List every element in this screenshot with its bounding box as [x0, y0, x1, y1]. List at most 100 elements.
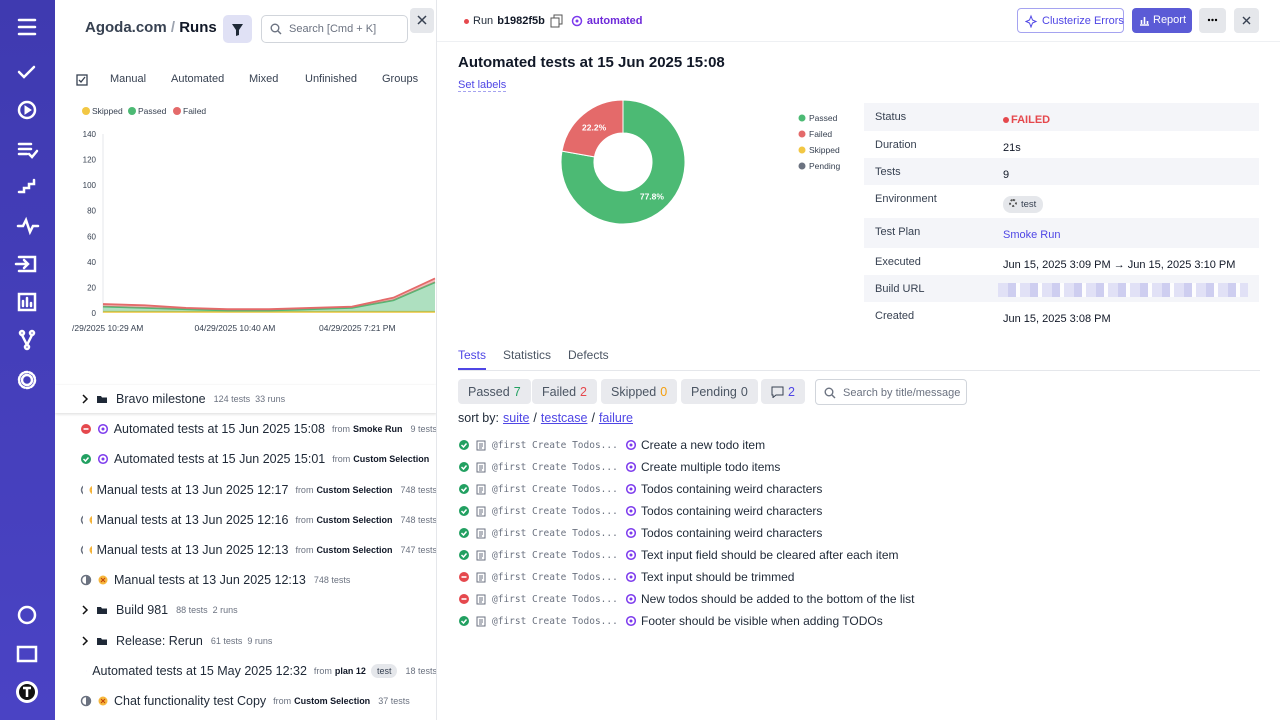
test-row[interactable]: @first Create Todos...Create multiple to…	[458, 457, 780, 477]
sidebar-icons	[0, 0, 55, 720]
test-row[interactable]: @first Create Todos... Todos containing w…	[458, 523, 822, 543]
run-type-tab[interactable]: Automated	[171, 73, 224, 85]
icon-part	[102, 458, 105, 461]
test-row[interactable]: @first Create Todos...Todos containing w…	[458, 501, 822, 521]
sort-option[interactable]: suite	[503, 411, 529, 425]
gear-icon	[1009, 199, 1017, 207]
test-row[interactable]: @first Create Todos...Create a new todo …	[458, 435, 765, 455]
icon-part	[630, 532, 633, 535]
automated-icon	[571, 15, 583, 27]
copy-icon[interactable]	[549, 14, 567, 28]
test-row[interactable]: @first Create Todos...Text input field s…	[458, 545, 898, 565]
report-button[interactable]: Report	[1132, 8, 1192, 33]
test-row[interactable]: @first Create Todos... Todos containing w…	[458, 479, 822, 499]
icon-part	[479, 576, 483, 580]
detail-row	[864, 131, 1259, 158]
test-title: Todos containing weird characters	[641, 482, 822, 496]
sort-option[interactable]: failure	[599, 411, 633, 425]
select-icon[interactable]	[75, 73, 89, 87]
test-count: 18 tests	[405, 666, 437, 676]
run-type-tab[interactable]: Groups	[382, 73, 418, 85]
y-tick-label: 0	[92, 309, 97, 318]
from-label: from	[295, 485, 313, 495]
brand[interactable]: Agoda.com	[85, 19, 167, 36]
close-run-button[interactable]	[1234, 8, 1259, 33]
filter-chip[interactable]: Skipped 0	[601, 379, 677, 404]
from-label: from	[332, 424, 350, 434]
button-label: Report	[1153, 14, 1186, 26]
filter-chip[interactable]: 2	[761, 379, 805, 404]
icon-part	[630, 554, 633, 557]
chip-count: 0	[660, 385, 667, 399]
more-button[interactable]	[1199, 8, 1226, 33]
icon-part	[479, 488, 483, 492]
close-panel[interactable]	[410, 8, 434, 33]
run-type-tab[interactable]: Unfinished	[305, 73, 357, 85]
detail-value[interactable]: Smoke Run	[1003, 229, 1060, 241]
run-tab[interactable]: Defects	[568, 348, 609, 368]
test-suite: @first Create Todos...	[492, 484, 625, 495]
search-box[interactable]: Search [Cmd + K]	[261, 15, 408, 43]
run-tab[interactable]: Tests	[458, 348, 486, 370]
status-dot	[1003, 117, 1009, 123]
test-count: 61 tests	[211, 636, 243, 646]
sort-option[interactable]: testcase	[541, 411, 588, 425]
passed-icon	[458, 549, 470, 561]
legend-swatch	[799, 147, 806, 154]
hand-icon	[88, 514, 91, 526]
automated-icon	[97, 453, 109, 465]
group-name: Build 981	[116, 603, 168, 617]
automated-icon	[86, 665, 87, 677]
icon-part	[630, 576, 633, 579]
detail-key: Environment	[875, 193, 937, 205]
icon-part	[82, 485, 84, 494]
test-suite: @first Create Todos...	[492, 528, 625, 539]
detail-key: Status	[875, 111, 906, 123]
tests-search[interactable]: Search by title/message	[815, 379, 967, 405]
filter-button[interactable]	[223, 15, 252, 43]
detail-key: Duration	[875, 139, 917, 151]
run-type-tab[interactable]: Manual	[110, 73, 146, 85]
run-tab[interactable]: Statistics	[503, 348, 551, 368]
build-url-blurred	[998, 283, 1248, 297]
failed-icon	[458, 571, 470, 583]
run-type-tab[interactable]: Mixed	[249, 73, 278, 85]
clusterize-button[interactable]: Clusterize Errors	[1017, 8, 1124, 33]
test-row[interactable]: @first Create Todos...New todos should b…	[458, 589, 915, 609]
test-title: Todos containing weird characters	[641, 526, 822, 540]
run-tag[interactable]: automated	[587, 15, 643, 27]
test-row[interactable]: @first Create Todos...Footer should be v…	[458, 611, 883, 631]
icon-part	[81, 454, 91, 464]
test-count: 88 tests	[176, 605, 208, 615]
test-row[interactable]: @first Create Todos...Text input should …	[458, 567, 794, 587]
chevron-icon	[79, 393, 91, 405]
legend-swatch	[82, 107, 90, 115]
chip-label: Skipped	[611, 385, 656, 399]
y-tick-label: 20	[87, 283, 96, 292]
icon-part	[459, 440, 469, 450]
detail-value: test	[1003, 196, 1043, 213]
icon-part	[97, 638, 107, 645]
passed-icon	[458, 505, 470, 517]
y-tick-label: 140	[83, 130, 97, 139]
set-labels[interactable]: Set labels	[458, 79, 506, 92]
run-id-bar: Run b1982f5b automated	[464, 14, 643, 28]
manual-icon	[80, 514, 83, 526]
legend-label: Failed	[183, 106, 206, 116]
test-count: 747 tests	[400, 545, 437, 555]
